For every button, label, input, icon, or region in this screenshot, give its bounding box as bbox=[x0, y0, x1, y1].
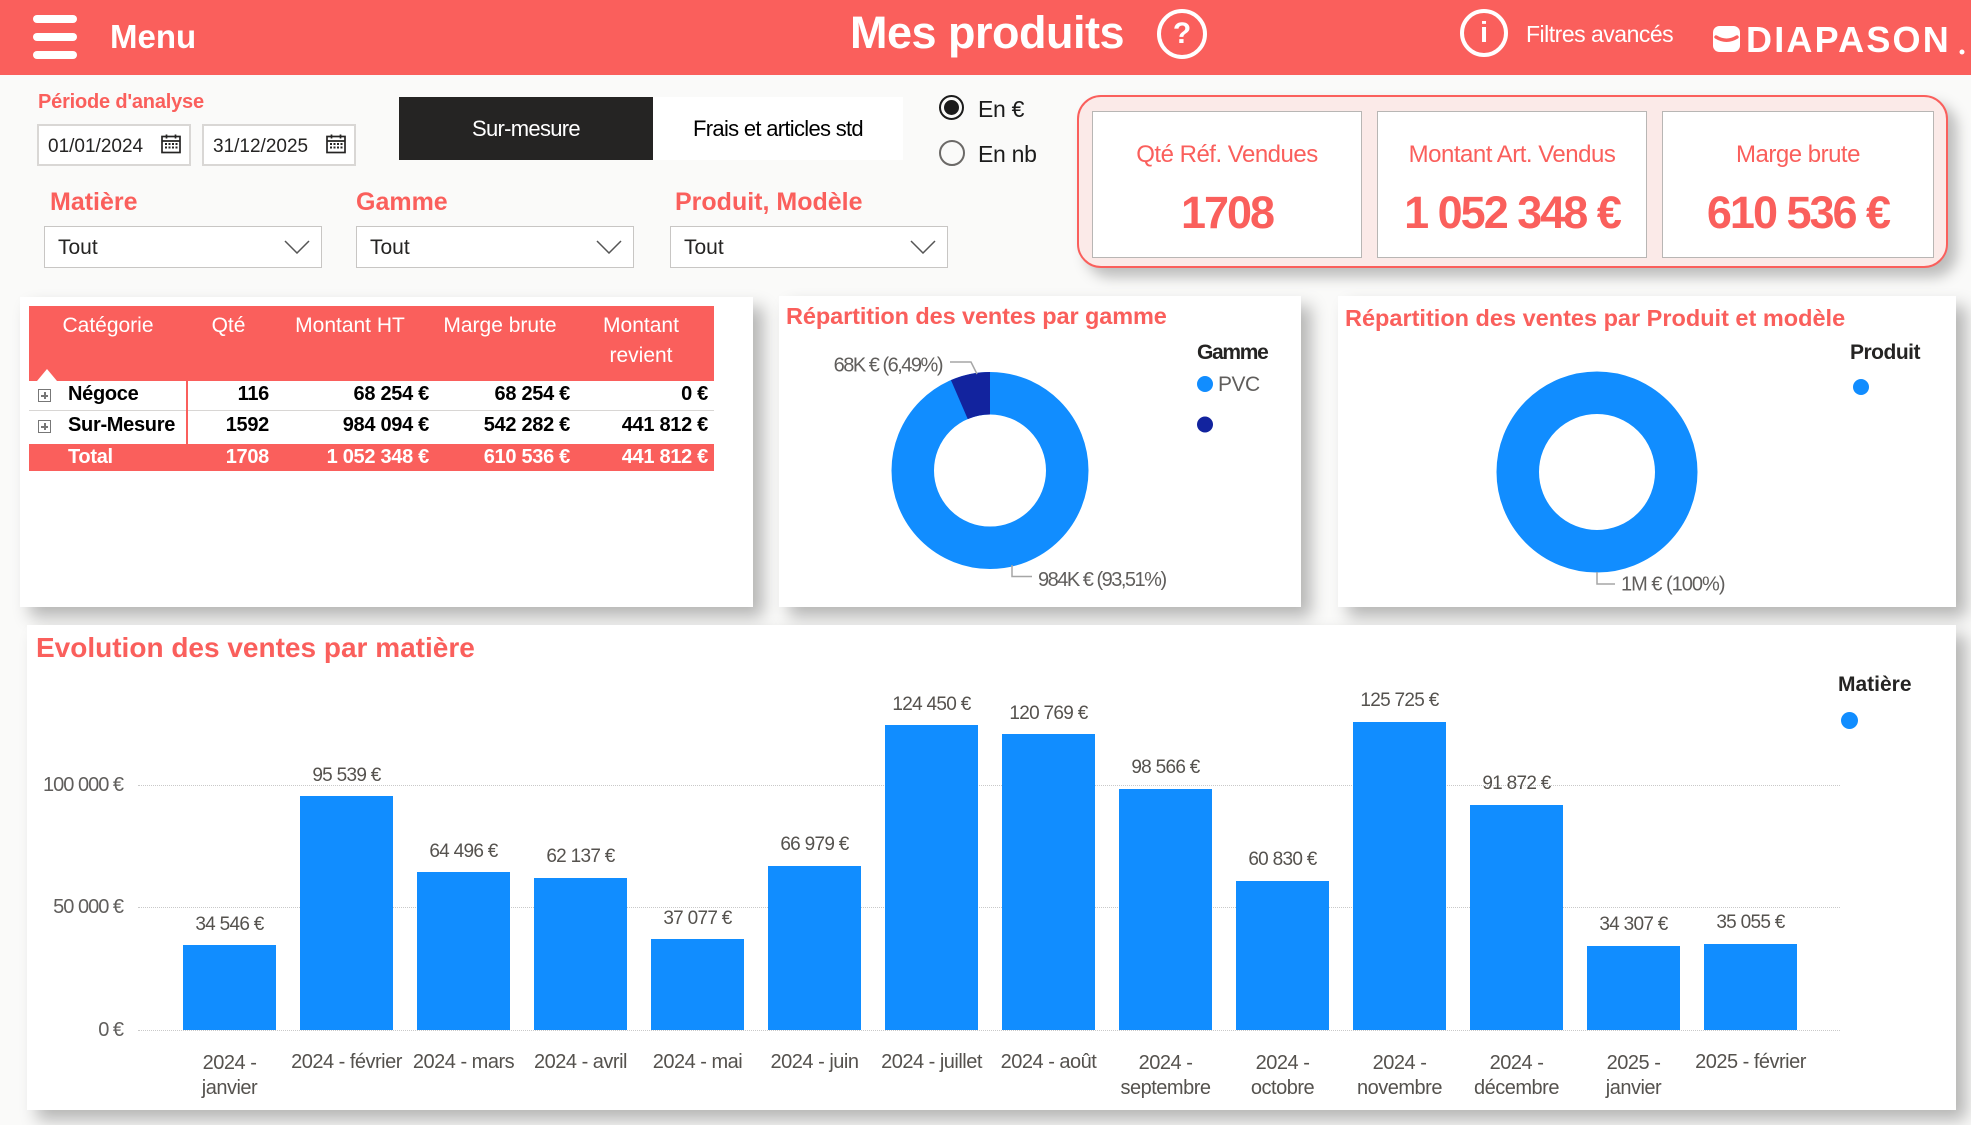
svg-text:PVC: PVC bbox=[1218, 373, 1260, 396]
svg-text:Gamme: Gamme bbox=[1197, 341, 1268, 364]
svg-text:Produit: Produit bbox=[1850, 341, 1920, 364]
svg-text:DIAPASON: DIAPASON bbox=[1746, 24, 1951, 58]
svg-text:984K € (93,51%): 984K € (93,51%) bbox=[1038, 569, 1166, 591]
svg-text:1M € (100%): 1M € (100%) bbox=[1621, 574, 1725, 596]
svg-text:68K € (6,49%): 68K € (6,49%) bbox=[834, 355, 943, 377]
